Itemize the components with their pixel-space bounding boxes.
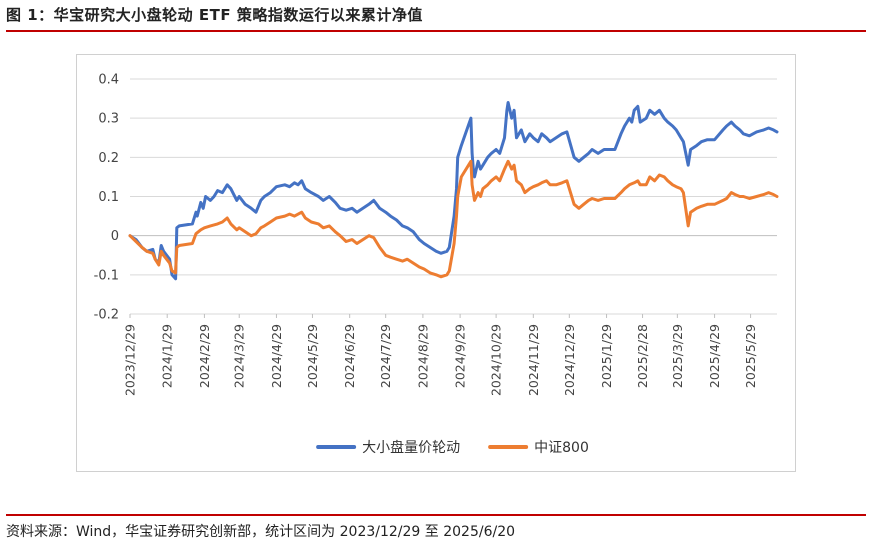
x-tick-label: 2025/4/29 [707, 324, 722, 388]
chart-frame [76, 54, 796, 472]
y-tick-label: 0.2 [98, 151, 119, 166]
x-tick-label: 2024/12/29 [562, 324, 577, 396]
title-rule [6, 30, 866, 32]
y-axis-ticks: 0.4 0.3 0.2 0.1 0 -0.1 -0.2 [94, 73, 119, 323]
y-tick-label: 0.3 [98, 112, 119, 127]
grid [130, 78, 777, 315]
figure-title: 图 1：华宝研究大小盘轮动 ETF 策略指数运行以来累计净值 [6, 6, 423, 24]
legend: 大小盘量价轮动 中证800 [316, 439, 589, 456]
series-line [128, 159, 779, 279]
legend-label: 大小盘量价轮动 [362, 439, 460, 456]
y-tick-label: 0 [111, 229, 119, 244]
series-line [128, 101, 779, 281]
source-note: 资料来源：Wind，华宝证券研究创新部，统计区间为 2023/12/29 至 2… [6, 524, 516, 540]
x-tick-label: 2024/9/29 [453, 324, 468, 388]
x-tick-label: 2024/1/29 [160, 324, 175, 388]
x-tick-label: 2024/7/29 [378, 324, 393, 388]
y-tick-label: 0.1 [98, 190, 119, 205]
source-rule [6, 514, 866, 516]
legend-item: 中证800 [488, 440, 589, 456]
x-tick-label: 2023/12/29 [123, 324, 138, 396]
legend-item: 大小盘量价轮动 [316, 439, 460, 456]
x-tick-label: 2025/5/29 [743, 324, 758, 388]
x-tick-label: 2025/2/28 [635, 324, 650, 388]
x-tick-label: 2025/1/29 [599, 324, 614, 388]
y-tick-label: -0.1 [94, 268, 119, 283]
x-tick-label: 2024/4/29 [269, 324, 284, 388]
series-lines [128, 101, 779, 281]
y-tick-label: 0.4 [98, 73, 119, 88]
legend-label: 中证800 [534, 440, 589, 456]
x-tick-label: 2024/2/29 [197, 324, 212, 388]
x-tick-label: 2024/10/29 [489, 324, 504, 396]
y-tick-label: -0.2 [94, 308, 119, 323]
x-axis-ticks: 2023/12/29 2024/1/29 2024/2/29 2024/3/29 202… [123, 314, 758, 396]
x-tick-label: 2024/6/29 [342, 324, 357, 388]
x-tick-label: 2024/5/29 [305, 324, 320, 388]
x-tick-label: 2024/11/29 [526, 324, 541, 396]
x-tick-label: 2024/3/29 [232, 324, 247, 388]
x-tick-label: 2024/8/29 [415, 324, 430, 388]
x-tick-label: 2025/3/29 [670, 324, 685, 388]
